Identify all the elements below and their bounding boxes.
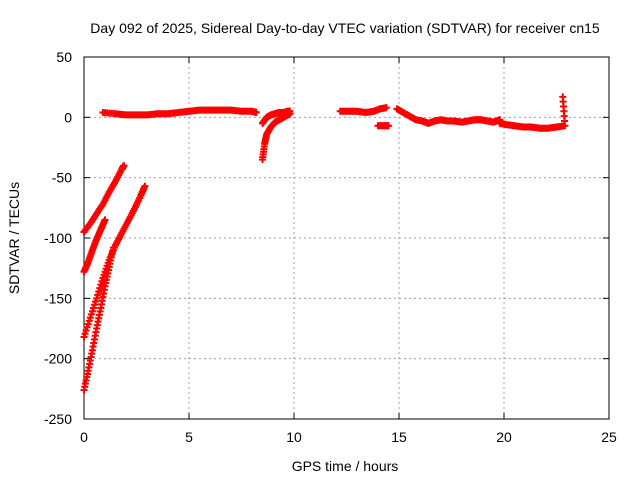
y-tick-label: 0 <box>64 109 72 125</box>
x-tick-label: 15 <box>391 429 407 445</box>
chart-title: Day 092 of 2025, Sidereal Day-to-day VTE… <box>90 20 600 36</box>
x-tick-label: 0 <box>80 429 88 445</box>
x-tick-label: 25 <box>601 429 617 445</box>
series-satellite-track-B <box>80 216 109 276</box>
x-tick-label: 20 <box>496 429 512 445</box>
series-satellite-track-K <box>496 93 569 132</box>
x-axis-label: GPS time / hours <box>292 458 399 474</box>
series-satellite-track-H <box>336 104 390 117</box>
data-point <box>95 287 103 295</box>
data-point <box>93 294 101 302</box>
series-satellite-track-G <box>259 107 294 127</box>
gridlines <box>84 57 609 419</box>
data-point <box>97 281 105 289</box>
data-points <box>80 93 569 394</box>
y-tick-labels: 50 0 -50 -100 -150 -200 -250 <box>44 49 72 427</box>
series-satellite-track-I <box>374 122 392 130</box>
data-point <box>94 291 102 299</box>
y-tick-label: -150 <box>44 290 72 306</box>
data-point <box>96 284 104 292</box>
data-point <box>101 216 109 224</box>
series-satellite-track-E <box>99 106 260 119</box>
data-point <box>559 93 567 101</box>
data-point <box>286 107 294 115</box>
x-tick-label: 10 <box>286 429 302 445</box>
data-point <box>109 244 117 252</box>
y-tick-label: -250 <box>44 411 72 427</box>
y-tick-label: 50 <box>56 49 72 65</box>
x-tick-labels: 0 5 10 15 20 25 <box>80 429 617 445</box>
y-tick-label: -200 <box>44 351 72 367</box>
axis-ticks <box>83 56 610 420</box>
series-satellite-track-A <box>80 162 128 236</box>
y-tick-label: -50 <box>52 170 72 186</box>
data-point <box>141 182 149 190</box>
series-satellite-track-J <box>393 105 504 127</box>
data-point <box>382 104 390 112</box>
y-tick-label: -100 <box>44 230 72 246</box>
data-point <box>120 162 128 170</box>
data-point <box>385 122 392 130</box>
data-point <box>98 277 106 285</box>
data-point <box>252 109 260 117</box>
series-satellite-track-D <box>80 244 117 394</box>
x-tick-label: 5 <box>185 429 193 445</box>
y-axis-label: SDTVAR / TECUs <box>6 182 22 294</box>
